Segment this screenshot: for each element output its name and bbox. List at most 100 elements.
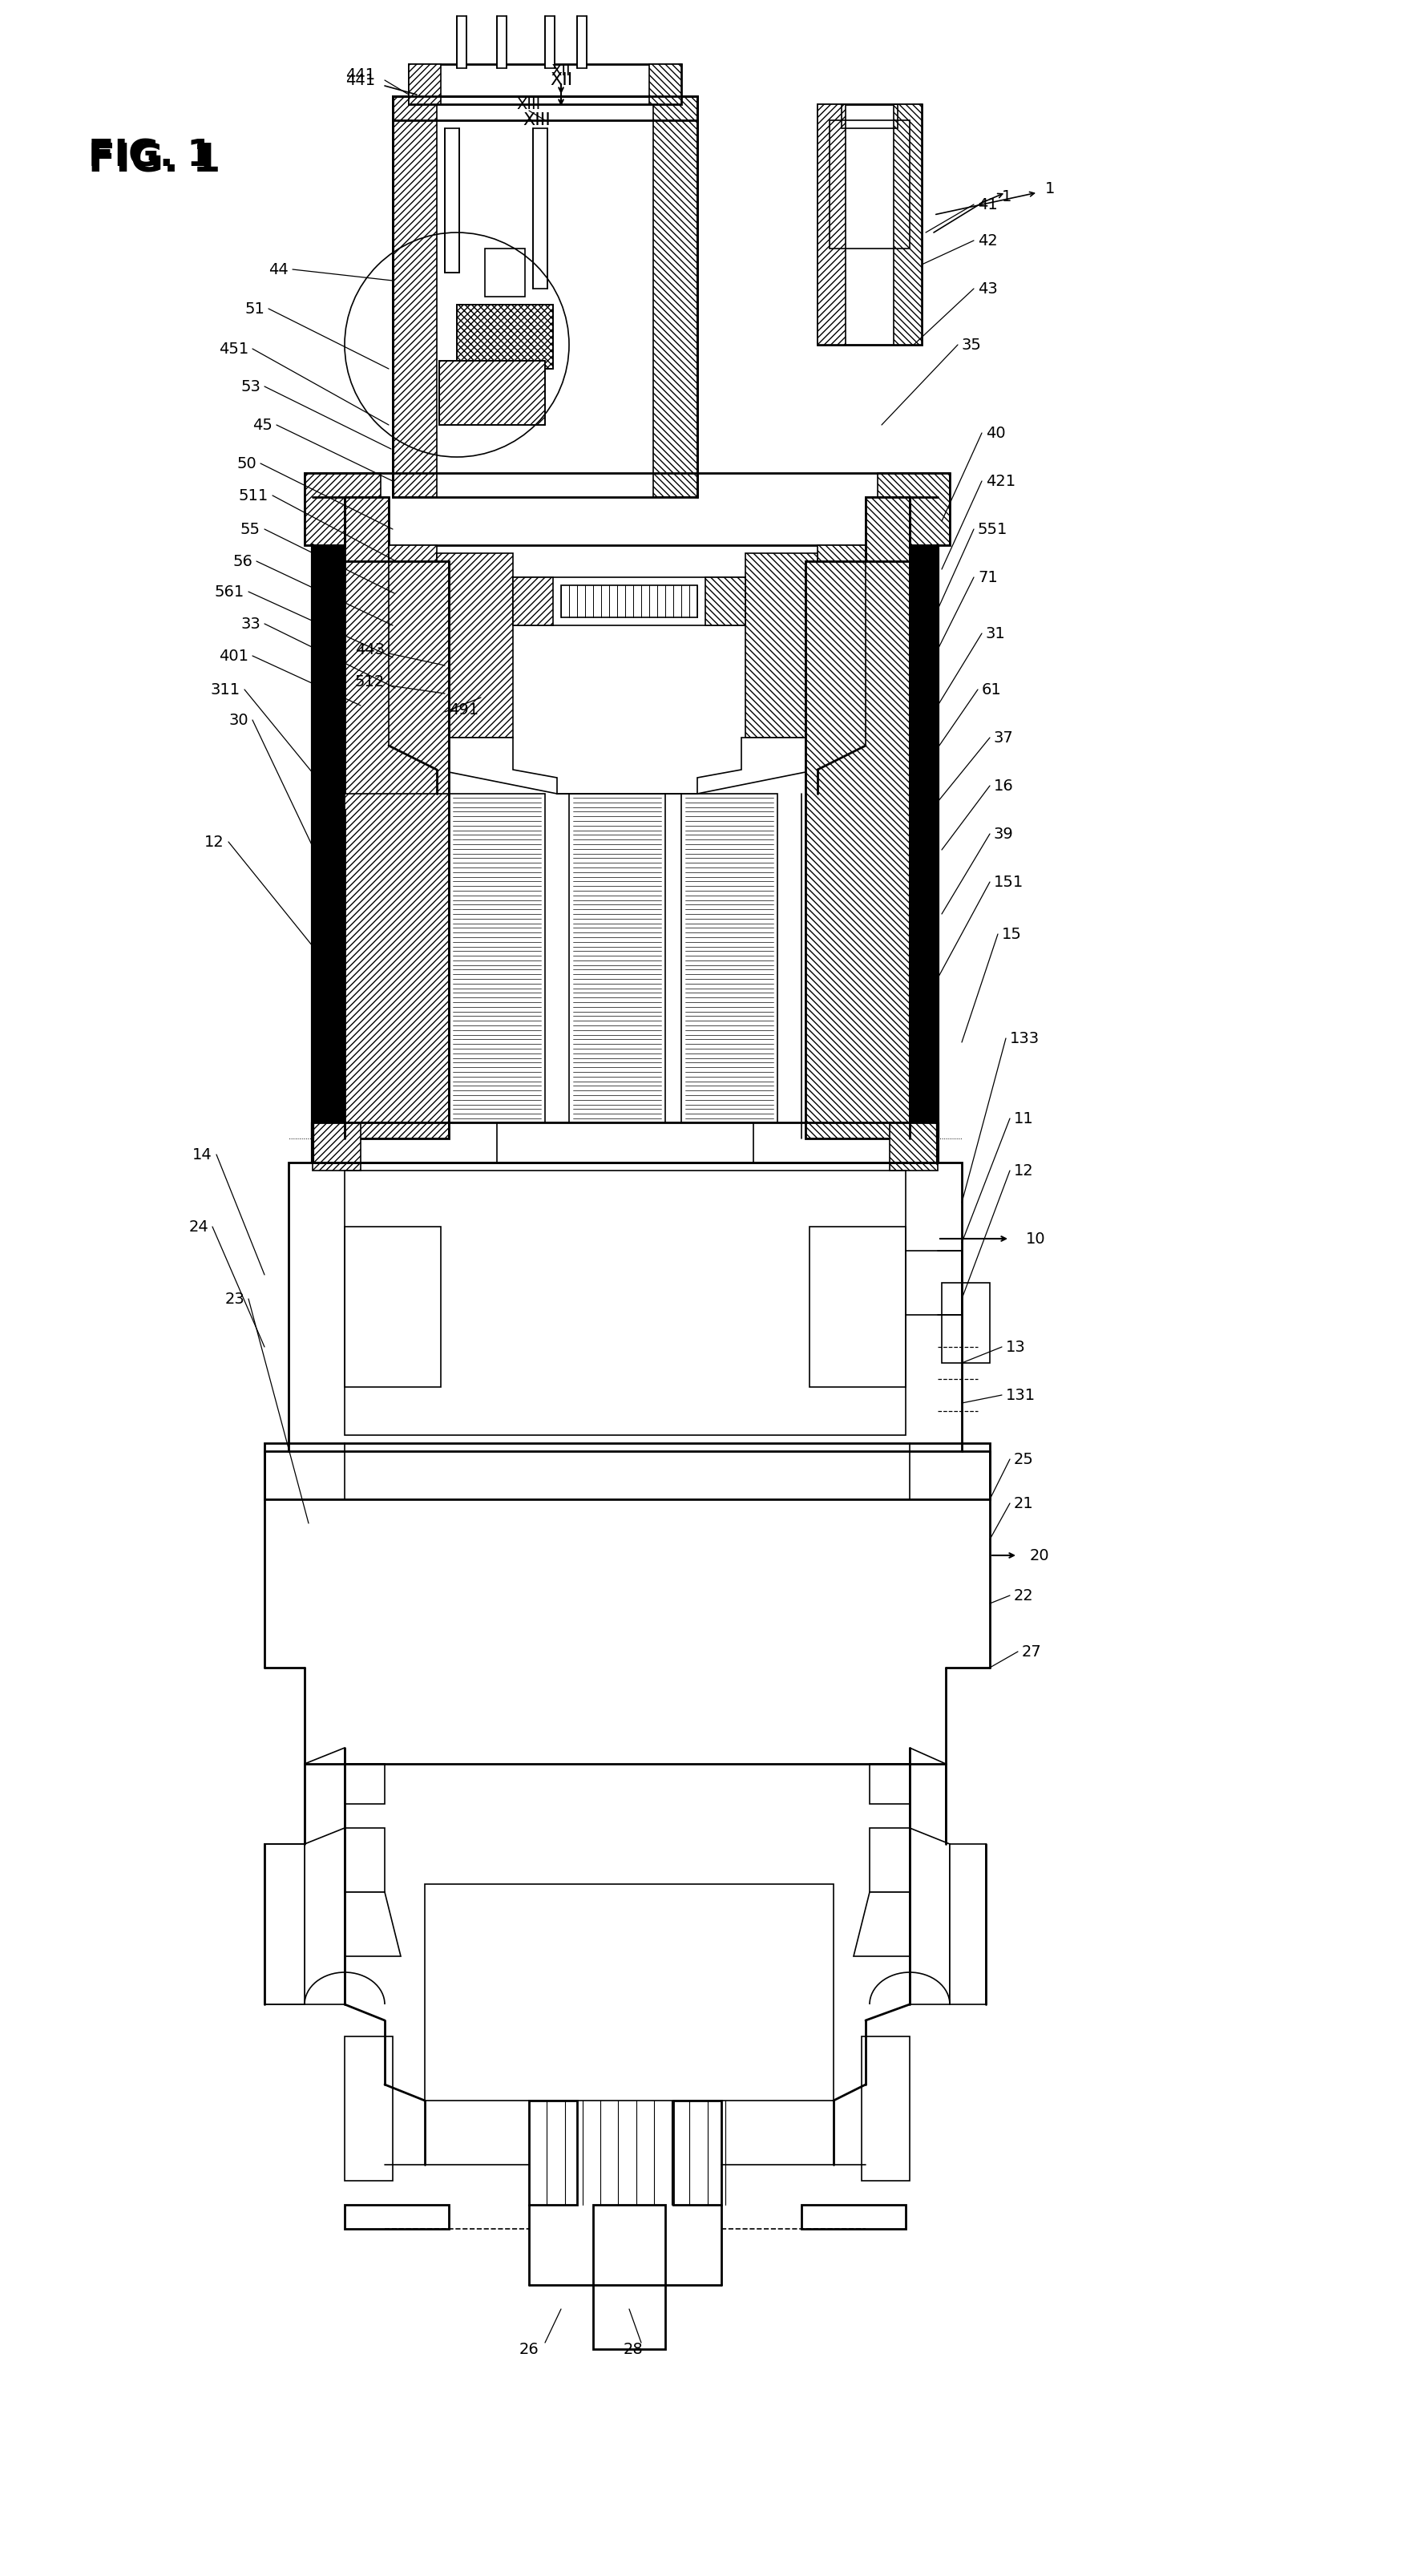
Text: 27: 27 (1021, 1643, 1041, 1659)
Text: 25: 25 (1013, 1450, 1033, 1466)
Bar (864, 497, 909, 744)
Bar (496, 1123, 752, 1162)
Bar (801, 2205, 905, 2228)
Bar (817, 103, 922, 345)
Bar (485, 247, 524, 296)
Bar (705, 577, 745, 626)
Bar (569, 793, 665, 1123)
Bar (532, 129, 548, 289)
Polygon shape (909, 1829, 950, 2004)
Text: XII: XII (551, 62, 570, 77)
Polygon shape (265, 1844, 304, 2004)
Text: 33: 33 (241, 616, 261, 631)
Bar (457, 304, 553, 368)
Text: 13: 13 (1006, 1340, 1026, 1355)
Bar (869, 1829, 909, 1893)
Bar (345, 497, 388, 744)
Text: XIII: XIII (523, 113, 551, 129)
Text: 401: 401 (219, 649, 248, 665)
Bar (577, 15, 587, 67)
Polygon shape (345, 1893, 401, 1955)
Text: FIG. 1: FIG. 1 (88, 142, 220, 180)
Bar (513, 577, 745, 626)
Text: 12: 12 (205, 835, 224, 850)
Polygon shape (853, 1893, 909, 1955)
Text: 44: 44 (269, 263, 289, 278)
Text: 22: 22 (1013, 1587, 1033, 1602)
Text: 10: 10 (1026, 1231, 1045, 1247)
Bar (392, 95, 696, 497)
Bar (496, 15, 506, 67)
Text: 35: 35 (961, 337, 981, 353)
Bar (681, 793, 778, 1123)
Text: 37: 37 (993, 729, 1013, 744)
Bar (304, 474, 950, 546)
Text: 39: 39 (993, 827, 1013, 842)
Bar (817, 103, 845, 345)
Text: 31: 31 (985, 626, 1005, 641)
Bar (817, 546, 864, 744)
Text: 551: 551 (978, 520, 1007, 536)
Bar (448, 793, 545, 1123)
Text: 23: 23 (224, 1291, 244, 1306)
Text: 26: 26 (518, 2342, 538, 2357)
Bar (312, 1123, 937, 1162)
Text: 133: 133 (1009, 1030, 1040, 1046)
Polygon shape (425, 1883, 834, 2099)
Polygon shape (437, 737, 817, 793)
Text: 561: 561 (214, 585, 244, 600)
Text: 311: 311 (210, 683, 241, 698)
Bar (909, 546, 937, 1139)
Text: 15: 15 (1002, 927, 1021, 943)
Text: 28: 28 (623, 2342, 643, 2357)
Bar (409, 64, 440, 103)
Polygon shape (345, 793, 448, 1123)
Bar (345, 1226, 440, 1386)
Text: 1: 1 (1044, 180, 1055, 196)
Bar (545, 15, 555, 67)
Bar (345, 2205, 448, 2228)
Bar (806, 562, 909, 1139)
Bar (457, 15, 467, 67)
Bar (862, 2038, 909, 2182)
Text: 443: 443 (354, 641, 384, 657)
Text: 51: 51 (244, 301, 265, 317)
Bar (345, 1829, 384, 1893)
Text: 491: 491 (448, 701, 478, 716)
Text: 16: 16 (993, 778, 1013, 793)
Bar (869, 1765, 909, 1803)
Text: 56: 56 (233, 554, 252, 569)
Polygon shape (437, 554, 513, 737)
Text: 151: 151 (993, 873, 1023, 889)
Bar (409, 64, 681, 103)
Text: 20: 20 (1030, 1548, 1049, 1564)
Bar (289, 1162, 961, 1450)
Bar (345, 1170, 905, 1435)
Text: 12: 12 (1013, 1162, 1033, 1177)
Text: 14: 14 (192, 1146, 213, 1162)
Text: 421: 421 (985, 474, 1014, 489)
Text: 511: 511 (238, 487, 269, 502)
Text: 41: 41 (978, 196, 998, 211)
Polygon shape (950, 1844, 985, 2004)
Text: 61: 61 (981, 683, 1002, 698)
Bar (345, 2038, 392, 2182)
Polygon shape (439, 361, 545, 425)
Text: 441: 441 (346, 72, 375, 88)
Polygon shape (304, 1747, 345, 1844)
Bar (345, 562, 448, 1139)
Bar (513, 577, 553, 626)
Bar (528, 2099, 577, 2205)
Text: 53: 53 (241, 379, 261, 394)
Bar (345, 1765, 384, 1803)
Text: 451: 451 (219, 340, 248, 355)
Bar (560, 585, 696, 618)
Text: FIG. 1: FIG. 1 (88, 139, 213, 175)
Bar (894, 103, 922, 345)
Bar (905, 1252, 961, 1314)
Bar (841, 103, 897, 129)
Polygon shape (745, 554, 817, 737)
Text: 45: 45 (252, 417, 272, 433)
Bar (941, 1283, 989, 1363)
Text: 71: 71 (978, 569, 998, 585)
